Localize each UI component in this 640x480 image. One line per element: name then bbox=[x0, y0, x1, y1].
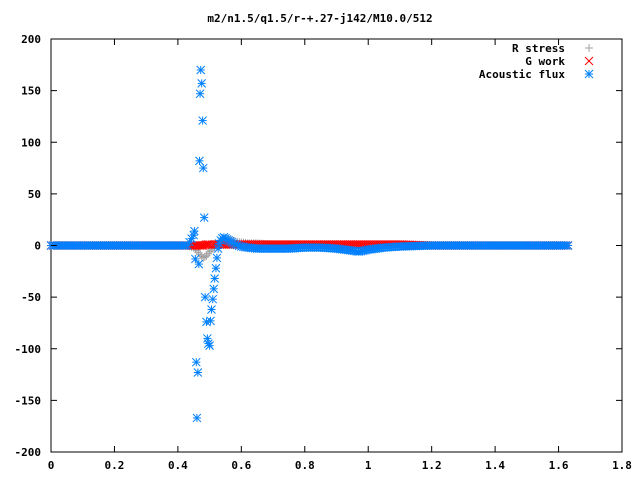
data-point bbox=[209, 284, 219, 294]
axes: 0 0.2 0.4 0.6 0.8 1 1.2 1.4 1.6 1.8 -200 -150 -100 -5… bbox=[15, 33, 632, 472]
data-point bbox=[208, 294, 218, 304]
y-tick-label: 200 bbox=[21, 33, 41, 46]
x-tick-label: 0.6 bbox=[231, 459, 251, 472]
x-tick-label: 0.4 bbox=[168, 459, 188, 472]
x-tick-label: 1.6 bbox=[549, 459, 569, 472]
data-point bbox=[196, 65, 206, 75]
y-tick-label: 50 bbox=[28, 188, 41, 201]
data-point bbox=[195, 89, 205, 99]
data-point bbox=[204, 249, 213, 258]
data-point bbox=[563, 241, 573, 250]
data-point bbox=[198, 163, 208, 173]
data-point bbox=[195, 156, 204, 166]
data-point bbox=[202, 251, 211, 260]
data-point bbox=[194, 259, 204, 269]
data-point bbox=[193, 368, 203, 377]
data-point bbox=[203, 334, 212, 343]
legend-marker bbox=[585, 44, 593, 52]
data-point bbox=[212, 253, 222, 263]
data-point bbox=[192, 413, 202, 423]
legend-marker bbox=[584, 69, 594, 79]
data-point bbox=[207, 305, 216, 314]
y-tick-label: 0 bbox=[34, 240, 41, 253]
data-point bbox=[205, 341, 214, 351]
data-point bbox=[200, 292, 210, 302]
data-point bbox=[211, 263, 221, 273]
x-tick-label: 0 bbox=[48, 459, 55, 472]
legend-label: R stress bbox=[512, 42, 565, 55]
x-tick-label: 1 bbox=[365, 459, 372, 472]
data-point bbox=[190, 226, 199, 236]
x-tick-label: 0.2 bbox=[105, 459, 125, 472]
legend-label: Acoustic flux bbox=[479, 68, 565, 81]
data-marks bbox=[46, 65, 573, 423]
x-tick-label: 1.8 bbox=[612, 459, 632, 472]
y-tick-label: -200 bbox=[15, 446, 42, 459]
y-tick-label: -100 bbox=[15, 343, 42, 356]
data-point bbox=[198, 116, 207, 125]
x-tick-label: 1.2 bbox=[422, 459, 442, 472]
y-tick-label: -50 bbox=[21, 291, 41, 304]
data-point bbox=[199, 253, 208, 262]
y-tick-label: 150 bbox=[21, 85, 41, 98]
data-point bbox=[206, 316, 215, 326]
data-point bbox=[213, 244, 223, 253]
data-point bbox=[199, 213, 209, 222]
data-point bbox=[205, 240, 214, 249]
data-point bbox=[197, 79, 207, 88]
chart-title: m2/n1.5/q1.5/r-+.27-j142/M10.0/512 bbox=[207, 12, 432, 25]
data-point bbox=[207, 240, 217, 249]
x-tick-label: 0.8 bbox=[295, 459, 315, 472]
data-point bbox=[190, 254, 200, 264]
legend-marker bbox=[584, 56, 594, 66]
series-acoustic-flux bbox=[46, 65, 573, 423]
y-tick-label: -150 bbox=[15, 394, 42, 407]
x-tick-label: 1.4 bbox=[485, 459, 505, 472]
data-point bbox=[197, 252, 206, 261]
legend-label: G work bbox=[525, 55, 565, 68]
data-point bbox=[210, 274, 220, 283]
data-point bbox=[191, 357, 201, 367]
y-tick-label: 100 bbox=[21, 136, 41, 149]
